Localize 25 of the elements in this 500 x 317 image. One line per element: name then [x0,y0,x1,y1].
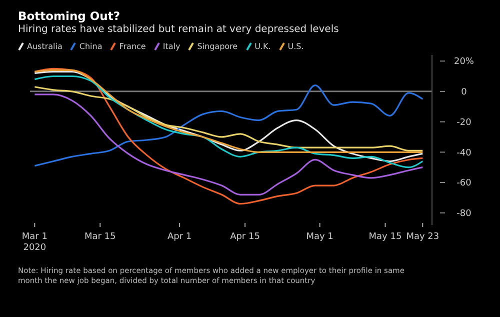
x-tick-label: Mar 1 2020 [22,232,48,253]
x-tick-label: May 15 [368,232,402,242]
x-tick-label: May 23 [406,232,440,242]
line-series [34,68,424,205]
chart-subtitle: Hiring rates have stabilized but remain at very depressed levels [18,24,339,35]
y-tick-label: -40 [456,148,472,158]
y-tick-label: -20 [456,118,472,128]
legend-label: Singapore [196,42,238,51]
legend-label: China [78,42,102,51]
y-tick-label: -80 [456,209,472,220]
legend-label: Italy [162,42,180,51]
y-tick-label: -60 [456,178,472,189]
y-tick-label: 20% [454,57,474,68]
x-tick-label: Apr 1 [167,232,192,242]
chart-title: Bottoming Out? [18,9,120,23]
line-series [34,94,424,196]
legend-label: U.S. [286,42,304,51]
legend-label: Australia [26,42,62,51]
line-series [34,86,424,152]
x-tick-label: Mar 15 [84,232,116,242]
legend-label: U.K. [254,42,271,51]
x-tick-label: Apr 15 [230,232,260,242]
x-tick-label: May 1 [306,232,334,242]
y-tick-label: 0 [461,88,468,98]
legend-label: France [118,42,146,51]
